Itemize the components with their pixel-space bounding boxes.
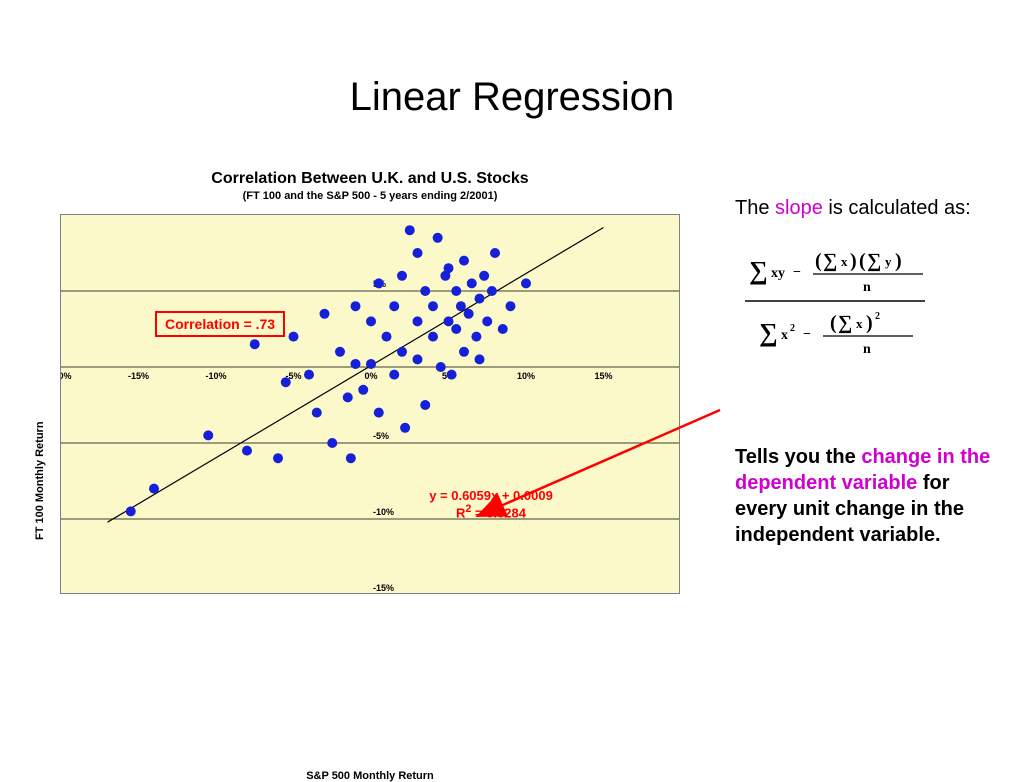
chart-container: Correlation Between U.K. and U.S. Stocks…: [30, 170, 710, 594]
svg-text:x: x: [856, 316, 863, 331]
svg-text:-20%: -20%: [60, 371, 72, 381]
svg-text:15%: 15%: [594, 371, 612, 381]
svg-text:∑: ∑: [759, 318, 778, 347]
correlation-box: Correlation = .73: [155, 311, 285, 337]
chart-subtitle: (FT 100 and the S&P 500 - 5 years ending…: [30, 190, 710, 202]
svg-text:-15%: -15%: [373, 583, 394, 593]
intro-before: The: [735, 197, 775, 219]
svg-text:10%: 10%: [517, 371, 535, 381]
svg-text:-10%: -10%: [205, 371, 226, 381]
svg-text:2: 2: [875, 311, 880, 322]
chart-title: Correlation Between U.K. and U.S. Stocks: [30, 170, 710, 188]
scatter-plot: -20%-15%-10%-5%0%5%10%15%-15%-10%-5%5%10…: [60, 214, 680, 594]
svg-text:): ): [895, 250, 902, 272]
svg-text:): ): [850, 250, 857, 272]
svg-text:0%: 0%: [364, 371, 377, 381]
svg-text:∑: ∑: [749, 256, 768, 285]
svg-text:n: n: [863, 342, 871, 357]
svg-text:(: (: [830, 312, 837, 334]
svg-text:-5%: -5%: [373, 431, 389, 441]
slide-title: Linear Regression: [0, 75, 1024, 120]
svg-text:−: −: [793, 265, 801, 280]
svg-text:x: x: [781, 328, 788, 343]
equation-text: y = 0.6059x + 0.0009R2 = 0.5284: [401, 488, 581, 520]
svg-text:∑: ∑: [838, 312, 852, 334]
svg-text:(: (: [859, 250, 866, 272]
svg-text:∑: ∑: [867, 250, 881, 272]
svg-text:-10%: -10%: [373, 507, 394, 517]
svg-text:xy: xy: [771, 266, 785, 281]
explanation-text: Tells you the change in the dependent va…: [735, 444, 995, 548]
svg-text:y: y: [885, 254, 892, 269]
y-axis-label: FT 100 Monthly Return: [34, 421, 46, 540]
svg-text:−: −: [803, 327, 811, 342]
svg-text:∑: ∑: [823, 250, 837, 272]
svg-text:x: x: [841, 254, 848, 269]
equation-line2: R2 = 0.5284: [401, 503, 581, 520]
slope-intro: The slope is calculated as:: [735, 195, 995, 221]
svg-text:n: n: [863, 280, 871, 295]
svg-text:-15%: -15%: [128, 371, 149, 381]
intro-slope: slope: [775, 197, 823, 219]
plot-area: -20%-15%-10%-5%0%5%10%15%-15%-10%-5%5%10…: [60, 214, 680, 594]
equation-line1: y = 0.6059x + 0.0009: [401, 488, 581, 503]
svg-text:): ): [866, 312, 873, 334]
slope-formula: ∑ xy − ( ∑ x ) ( ∑ y ) n ∑ x 2 − ( ∑ x )…: [735, 239, 995, 374]
right-column: The slope is calculated as: ∑ xy − ( ∑ x…: [735, 195, 995, 548]
explain-before: Tells you the: [735, 446, 861, 468]
svg-text:2: 2: [790, 323, 795, 334]
intro-after: is calculated as:: [823, 197, 971, 219]
svg-text:(: (: [815, 250, 822, 272]
x-axis-label: S&P 500 Monthly Return: [60, 770, 680, 782]
